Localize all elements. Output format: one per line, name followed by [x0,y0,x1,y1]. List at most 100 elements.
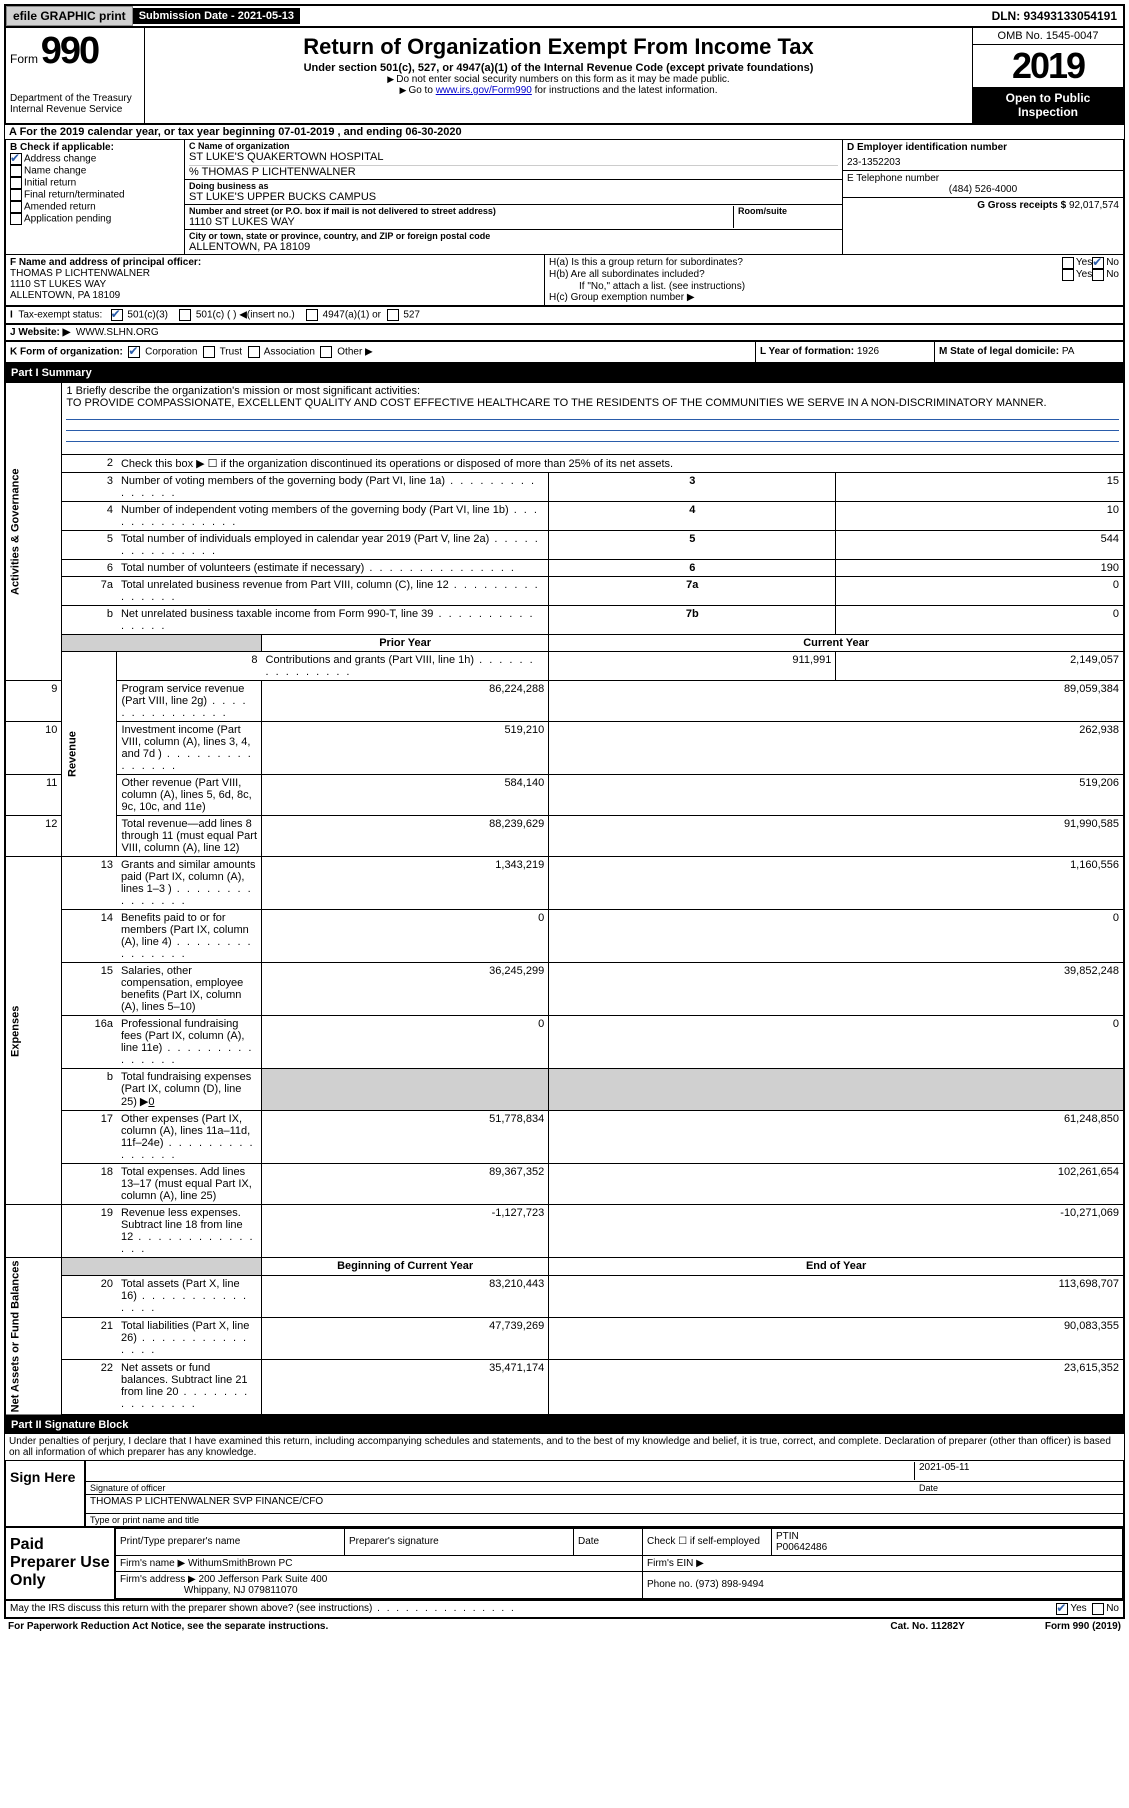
section-b-to-g: B Check if applicable: Address change Na… [4,140,1125,255]
d-label: D Employer identification number [847,142,1119,153]
hb-no[interactable] [1092,269,1104,281]
check-initial-return[interactable] [10,177,22,189]
row-klm: K Form of organization: Corporation Trus… [4,342,1125,364]
k-other[interactable] [320,346,332,358]
l7b-cur: 0 [836,606,1124,635]
check-final-return[interactable] [10,189,22,201]
cat-no: Cat. No. 11282Y [890,1621,964,1632]
l-val: 1926 [857,346,879,357]
l12-prior: 88,239,629 [262,816,549,857]
i-527[interactable] [387,309,399,321]
paid-col3: Date [574,1528,643,1555]
side-expenses: Expenses [5,857,62,1205]
d-ein: 23-1352203 [847,157,1119,168]
k-trust[interactable] [203,346,215,358]
c-dba-label: Doing business as [189,181,838,191]
l6-box: 6 [549,560,836,577]
i-4947[interactable] [306,309,318,321]
l11-prior: 584,140 [262,775,549,816]
check-amended[interactable] [10,201,22,213]
ha-no[interactable] [1092,257,1104,269]
sign-date: 2021-05-11 [914,1462,1119,1480]
discuss-no[interactable] [1092,1603,1104,1615]
hb-yes[interactable] [1062,269,1074,281]
l11-desc: Other revenue (Part VIII, column (A), li… [117,775,262,816]
l21-desc: Total liabilities (Part X, line 26) [117,1317,262,1359]
l7a-cur: 0 [836,577,1124,606]
q1-label: 1 Briefly describe the organization's mi… [66,385,1119,397]
l3-desc: Number of voting members of the governin… [117,473,549,502]
l16b-desc: Total fundraising expenses (Part IX, col… [117,1069,262,1111]
l10-cur: 262,938 [549,722,1124,775]
summary-table: Activities & Governance 1 Briefly descri… [4,382,1125,1416]
l4-box: 4 [549,502,836,531]
e-phone: (484) 526-4000 [847,184,1119,195]
paid-phone: (973) 898-9494 [695,1579,763,1590]
l7b-box: 7b [549,606,836,635]
paid-check: Check ☐ if self-employed [643,1528,772,1555]
l22-prior: 35,471,174 [262,1360,549,1415]
check-address-change[interactable] [10,153,22,165]
k-assoc[interactable] [248,346,260,358]
l3-cur: 15 [836,473,1124,502]
form-header: Form 990 Department of the Treasury Inte… [4,28,1125,125]
l15-desc: Salaries, other compensation, employee b… [117,963,262,1016]
k-corp[interactable] [128,346,140,358]
b-opt-0: Address change [24,154,96,165]
efile-print-button[interactable]: efile GRAPHIC print [6,6,133,26]
dept-irs: Internal Revenue Service [10,104,140,115]
l19-prior: -1,127,723 [262,1205,549,1258]
l6-desc: Total number of volunteers (estimate if … [117,560,549,577]
l20-prior: 83,210,443 [262,1275,549,1317]
discuss-yes[interactable] [1056,1603,1068,1615]
form-label: Form [10,52,38,66]
l5-cur: 544 [836,531,1124,560]
l15-cur: 39,852,248 [549,963,1124,1016]
l7a-desc: Total unrelated business revenue from Pa… [117,577,549,606]
hb-no-lbl: No [1106,269,1119,281]
form990-link[interactable]: www.irs.gov/Form990 [436,85,532,96]
row-i-tax-exempt: I Tax-exempt status: 501(c)(3) 501(c) ( … [4,307,1125,325]
ha-yes[interactable] [1062,257,1074,269]
b-opt-1: Name change [24,166,86,177]
c-addr-label: Number and street (or P.O. box if mail i… [189,206,733,216]
l12-cur: 91,990,585 [549,816,1124,857]
l8-desc: Contributions and grants (Part VIII, lin… [262,652,549,681]
b-label: B Check if applicable: [10,142,180,153]
open-to-public: Open to Public Inspection [973,87,1123,123]
i-opt2: 501(c) ( ) ◀(insert no.) [196,310,295,321]
i-opt4: 527 [403,310,420,321]
hb-yes-lbl: Yes [1076,269,1092,281]
hdr2-prior: Beginning of Current Year [262,1258,549,1276]
discuss-yes-lbl: Yes [1070,1603,1086,1615]
paperwork-notice: For Paperwork Reduction Act Notice, see … [8,1621,890,1632]
l18-desc: Total expenses. Add lines 13–17 (must eq… [117,1164,262,1205]
l21-prior: 47,739,269 [262,1317,549,1359]
form-footer: Form 990 (2019) [1045,1621,1121,1632]
k-opt0: Corporation [145,347,197,358]
discuss-no-lbl: No [1106,1603,1119,1615]
l9-prior: 86,224,288 [262,681,549,722]
i-501c3[interactable] [111,309,123,321]
b-opt-2: Initial return [24,178,76,189]
f-label: F Name and address of principal officer: [10,257,540,268]
check-name-change[interactable] [10,165,22,177]
h-a: H(a) Is this a group return for subordin… [549,257,1062,269]
side-net-assets: Net Assets or Fund Balances [5,1258,62,1415]
l13-desc: Grants and similar amounts paid (Part IX… [117,857,262,910]
check-app-pending[interactable] [10,213,22,225]
l16a-prior: 0 [262,1016,549,1069]
form-note-2-pre: Go to [408,85,435,96]
paid-preparer-label: Paid Preparer Use Only [6,1528,115,1599]
firm-addr-label: Firm's address ▶ [120,1574,196,1585]
l5-desc: Total number of individuals employed in … [117,531,549,560]
l10-prior: 519,210 [262,722,549,775]
i-501c[interactable] [179,309,191,321]
c-care-of: % THOMAS P LICHTENWALNER [189,165,838,178]
sign-name: THOMAS P LICHTENWALNER SVP FINANCE/CFO [90,1496,323,1512]
c-city-label: City or town, state or province, country… [189,231,838,241]
dln-label: DLN: 93493133054191 [986,7,1123,25]
hdr2-cur: End of Year [549,1258,1124,1276]
b-opt-5: Application pending [24,214,111,225]
f-addr2: ALLENTOWN, PA 18109 [10,290,540,301]
